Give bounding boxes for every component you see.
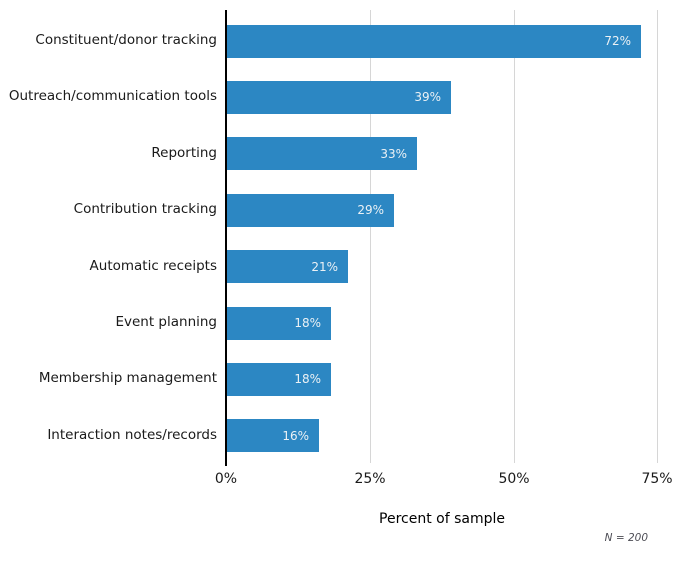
sample-size-note: N = 200 bbox=[604, 532, 648, 544]
bar-value-label: 21% bbox=[311, 260, 338, 274]
x-tick-label-50: 50% bbox=[498, 471, 530, 487]
bar bbox=[227, 419, 319, 452]
bar bbox=[227, 81, 451, 114]
bar-value-label: 72% bbox=[604, 34, 631, 48]
bar-value-label: 18% bbox=[294, 372, 321, 386]
bar bbox=[227, 137, 417, 170]
x-tick-label-0: 0% bbox=[214, 471, 238, 487]
bar bbox=[227, 194, 394, 227]
category-label: Constituent/donor tracking bbox=[35, 32, 217, 48]
gridline-25 bbox=[370, 10, 371, 463]
bar-value-label: 39% bbox=[414, 90, 441, 104]
category-label: Membership management bbox=[38, 370, 217, 386]
bar-value-label: 29% bbox=[357, 203, 384, 217]
category-label: Interaction notes/records bbox=[47, 427, 217, 443]
category-label: Reporting bbox=[151, 145, 217, 161]
bar-value-label: 18% bbox=[294, 316, 321, 330]
category-label: Event planning bbox=[115, 314, 217, 330]
x-tick-label-75: 75% bbox=[641, 471, 673, 487]
gridline-75 bbox=[657, 10, 658, 463]
bar bbox=[227, 250, 348, 283]
category-label: Automatic receipts bbox=[89, 258, 217, 274]
x-tick-label-25: 25% bbox=[354, 471, 386, 487]
bar bbox=[227, 363, 331, 396]
y-axis-spine bbox=[225, 10, 227, 466]
bar-value-label: 16% bbox=[282, 429, 309, 443]
bar bbox=[227, 25, 641, 58]
bar bbox=[227, 307, 331, 340]
category-label: Outreach/communication tools bbox=[8, 88, 217, 104]
gridline-50 bbox=[514, 10, 515, 463]
category-label: Contribution tracking bbox=[73, 201, 217, 217]
x-axis-title: Percent of sample bbox=[379, 511, 505, 527]
bar-value-label: 33% bbox=[380, 147, 407, 161]
